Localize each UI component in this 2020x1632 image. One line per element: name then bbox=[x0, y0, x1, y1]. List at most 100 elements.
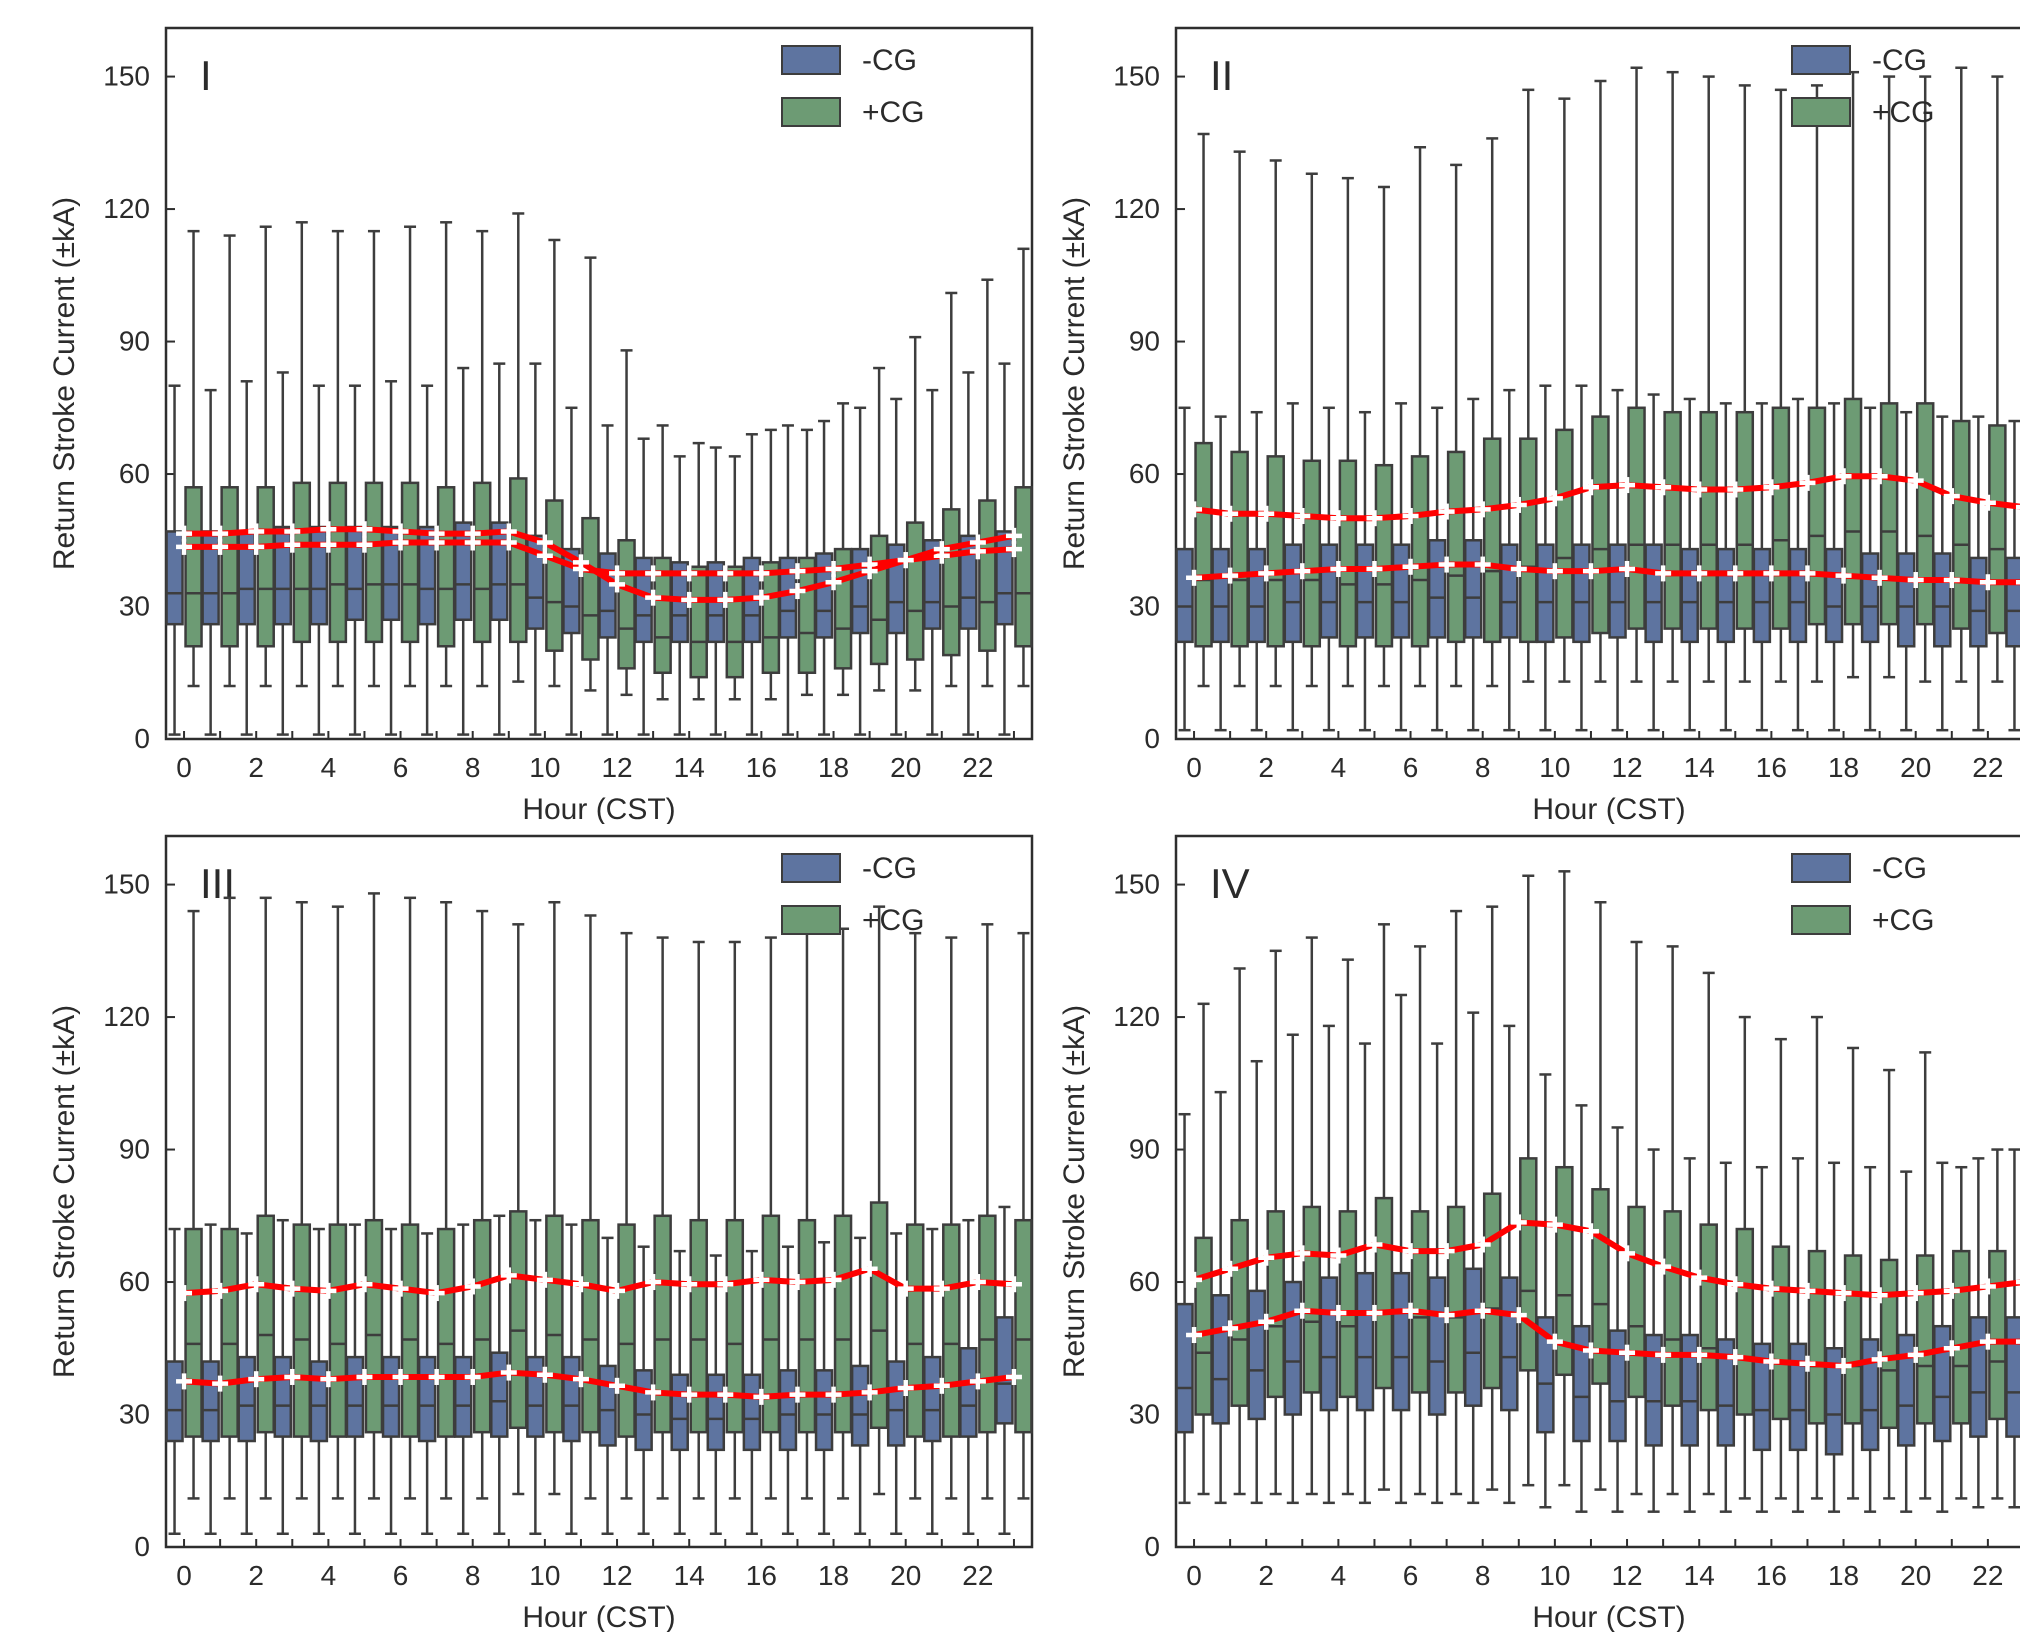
box bbox=[1735, 410, 1755, 630]
box bbox=[1555, 1165, 1574, 1377]
box bbox=[1699, 410, 1718, 630]
box bbox=[526, 1355, 545, 1438]
box bbox=[959, 1347, 978, 1438]
box bbox=[1680, 547, 1699, 644]
box bbox=[1627, 406, 1646, 630]
y-tick-label: 90 bbox=[1129, 1134, 1160, 1165]
box bbox=[1283, 1280, 1303, 1416]
legend-swatch-neg bbox=[781, 853, 841, 883]
box bbox=[1446, 450, 1466, 644]
legend-label-neg: -CG bbox=[862, 44, 917, 77]
box bbox=[1843, 397, 1863, 626]
box bbox=[1663, 1210, 1682, 1407]
box bbox=[328, 481, 348, 644]
box bbox=[1391, 543, 1411, 639]
y-tick-label: 30 bbox=[1129, 1399, 1160, 1430]
x-axis-title: Hour (CST) bbox=[522, 1601, 675, 1632]
box bbox=[1519, 1157, 1538, 1372]
legend-label-neg: -CG bbox=[862, 852, 917, 885]
box bbox=[436, 1227, 456, 1438]
box bbox=[1175, 547, 1194, 644]
y-tick-label: 0 bbox=[134, 1531, 150, 1562]
legend-label-neg: -CG bbox=[1872, 852, 1927, 885]
box bbox=[1896, 552, 1916, 648]
legend-swatch-pos bbox=[1791, 905, 1851, 935]
box bbox=[850, 1364, 870, 1447]
x-tick-label: 12 bbox=[601, 1560, 632, 1591]
x-tick-label: 14 bbox=[674, 1560, 705, 1591]
box bbox=[797, 1218, 817, 1434]
mean-markers-+CG bbox=[1186, 468, 2020, 527]
box bbox=[292, 1223, 312, 1438]
legend-label-pos: +CG bbox=[862, 96, 925, 129]
box bbox=[1591, 1188, 1610, 1385]
box bbox=[1266, 1210, 1285, 1399]
x-tick-label: 4 bbox=[1331, 752, 1347, 783]
box bbox=[1427, 539, 1447, 639]
box bbox=[1843, 1254, 1863, 1425]
box bbox=[814, 552, 834, 639]
box bbox=[273, 525, 293, 626]
box bbox=[364, 1218, 384, 1434]
box bbox=[1374, 463, 1394, 648]
legend: -CG +CG bbox=[1791, 44, 1935, 129]
box bbox=[833, 1214, 853, 1434]
y-tick-label: 90 bbox=[1129, 326, 1160, 357]
x-tick-label: 22 bbox=[1972, 752, 2003, 783]
box bbox=[1175, 1302, 1194, 1434]
box bbox=[1952, 1249, 1971, 1425]
plot-frame bbox=[1174, 834, 2020, 1549]
box bbox=[942, 1223, 961, 1438]
x-tick-label: 2 bbox=[248, 752, 264, 783]
mean-markers--CG bbox=[1186, 556, 2020, 591]
box bbox=[778, 1369, 798, 1452]
box bbox=[472, 481, 492, 644]
mean-markers--CG bbox=[1186, 1302, 2020, 1374]
box bbox=[581, 1218, 600, 1434]
x-tick-label: 6 bbox=[393, 1560, 409, 1591]
y-tick-label: 30 bbox=[119, 1399, 150, 1430]
box bbox=[1519, 437, 1538, 644]
y-tick-label: 60 bbox=[1129, 1266, 1160, 1297]
box bbox=[598, 552, 617, 639]
mean-markers--CG bbox=[176, 1364, 1022, 1405]
panel-III-canvas: 0 30 60 90 120 150 0 2 4 6 8 10 12 14 16 18 20 22 Hour (CS… bbox=[48, 834, 1034, 1632]
y-tick-label: 90 bbox=[119, 1134, 150, 1165]
box bbox=[869, 1201, 889, 1430]
box bbox=[1915, 1254, 1935, 1425]
panel-IV: 0 30 60 90 120 150 0 2 4 6 8 10 12 14 16 18 20 22 Hour (CS… bbox=[1050, 824, 2020, 1632]
x-tick-label: 18 bbox=[1828, 752, 1859, 783]
panel-III: 0 30 60 90 120 150 0 2 4 6 8 10 12 14 16 18 20 22 Hour (CS… bbox=[40, 824, 1050, 1632]
x-tick-label: 16 bbox=[746, 1560, 777, 1591]
box bbox=[905, 1223, 925, 1438]
box bbox=[509, 1210, 528, 1430]
y-axis-title: Return Stroke Current (±kA) bbox=[1058, 1005, 1091, 1378]
box bbox=[1211, 547, 1230, 644]
box bbox=[1446, 1205, 1466, 1394]
x-tick-label: 18 bbox=[1828, 1560, 1859, 1591]
box bbox=[1247, 1289, 1266, 1421]
box bbox=[256, 486, 275, 648]
legend-swatch-pos bbox=[781, 905, 841, 935]
y-tick-label: 150 bbox=[1113, 869, 1160, 900]
x-tick-label: 6 bbox=[393, 752, 409, 783]
box bbox=[995, 530, 1014, 626]
box bbox=[545, 499, 564, 652]
x-tick-label: 0 bbox=[176, 1560, 192, 1591]
x-tick-label: 8 bbox=[465, 752, 481, 783]
box bbox=[256, 1214, 275, 1434]
x-tick-label: 20 bbox=[890, 1560, 921, 1591]
box bbox=[184, 486, 203, 648]
y-tick-label: 150 bbox=[103, 869, 150, 900]
panel-I: 0 30 60 90 120 150 0 2 4 6 8 10 12 14 16 18 20 22 Hour (CS… bbox=[40, 16, 1050, 824]
box bbox=[2005, 1316, 2020, 1438]
box bbox=[1338, 1210, 1358, 1399]
box bbox=[1752, 547, 1772, 644]
mean-markers-+CG bbox=[176, 521, 1022, 608]
box bbox=[1555, 428, 1574, 639]
box bbox=[797, 556, 817, 675]
box bbox=[1988, 1249, 2007, 1421]
box bbox=[1374, 1196, 1394, 1390]
x-tick-label: 4 bbox=[321, 752, 337, 783]
y-axis-title: Return Stroke Current (±kA) bbox=[48, 1005, 81, 1378]
